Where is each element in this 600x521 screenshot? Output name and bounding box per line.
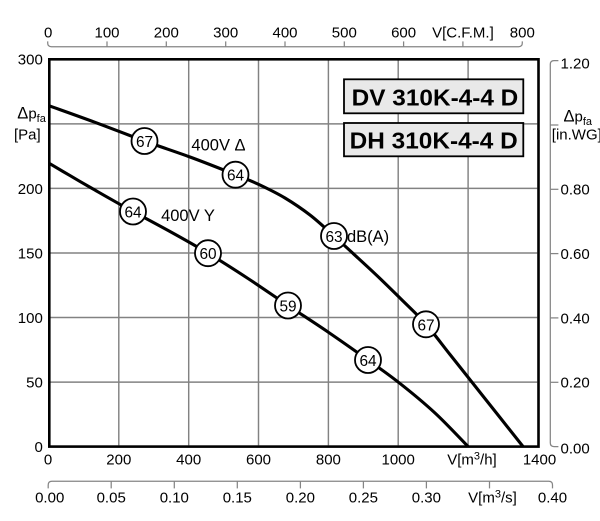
- svg-text:DV 310K-4-4 D: DV 310K-4-4 D: [352, 85, 519, 111]
- svg-text:63: 63: [325, 229, 342, 246]
- svg-text:59: 59: [279, 299, 296, 316]
- svg-text:100: 100: [94, 25, 119, 42]
- svg-text:400: 400: [176, 452, 201, 469]
- svg-text:200: 200: [106, 452, 131, 469]
- svg-text:0.25: 0.25: [349, 489, 378, 506]
- svg-text:600: 600: [246, 452, 271, 469]
- svg-text:V[m3/s]: V[m3/s]: [468, 488, 517, 506]
- svg-text:400: 400: [272, 25, 297, 42]
- svg-text:0.40: 0.40: [561, 310, 590, 327]
- svg-text:V[C.F.M.]: V[C.F.M.]: [432, 25, 494, 42]
- svg-text:150: 150: [18, 245, 43, 262]
- svg-text:500: 500: [332, 25, 357, 42]
- svg-text:0.20: 0.20: [561, 375, 590, 392]
- svg-text:300: 300: [18, 52, 43, 69]
- svg-text:67: 67: [417, 317, 434, 334]
- svg-text:0.30: 0.30: [412, 489, 441, 506]
- svg-text:64: 64: [227, 168, 245, 185]
- svg-text:0.05: 0.05: [97, 489, 126, 506]
- svg-text:0.80: 0.80: [561, 182, 590, 199]
- svg-text:1400: 1400: [523, 452, 556, 469]
- svg-text:1000: 1000: [382, 452, 415, 469]
- svg-text:0.10: 0.10: [160, 489, 189, 506]
- svg-text:800: 800: [510, 25, 535, 42]
- svg-text:[in.WG]: [in.WG]: [552, 126, 600, 143]
- svg-text:400V Y: 400V Y: [161, 207, 215, 225]
- svg-text:64: 64: [124, 205, 142, 222]
- svg-text:200: 200: [18, 181, 43, 198]
- svg-text:60: 60: [199, 246, 216, 263]
- svg-text:0.00: 0.00: [35, 489, 64, 506]
- svg-text:600: 600: [391, 25, 416, 42]
- svg-text:64: 64: [359, 353, 377, 370]
- svg-text:67: 67: [136, 134, 153, 151]
- svg-text:[Pa]: [Pa]: [14, 126, 41, 143]
- svg-text:800: 800: [316, 452, 341, 469]
- svg-text:1.20: 1.20: [561, 55, 590, 72]
- svg-text:50: 50: [26, 375, 43, 392]
- svg-text:0.00: 0.00: [561, 441, 590, 458]
- svg-text:0: 0: [34, 439, 42, 456]
- svg-text:DH 310K-4-4 D: DH 310K-4-4 D: [350, 128, 518, 154]
- svg-text:100: 100: [18, 310, 43, 327]
- svg-text:0.40: 0.40: [538, 489, 567, 506]
- svg-text:400V Δ: 400V Δ: [191, 137, 245, 155]
- svg-text:0: 0: [44, 452, 52, 469]
- svg-text:V[m3/h]: V[m3/h]: [447, 451, 496, 469]
- svg-text:0.60: 0.60: [561, 246, 590, 263]
- svg-text:0.15: 0.15: [223, 489, 252, 506]
- svg-text:200: 200: [154, 25, 179, 42]
- svg-text:300: 300: [213, 25, 238, 42]
- svg-text:0.20: 0.20: [286, 489, 315, 506]
- svg-text:0: 0: [44, 25, 52, 42]
- svg-text:dB(A): dB(A): [347, 228, 389, 246]
